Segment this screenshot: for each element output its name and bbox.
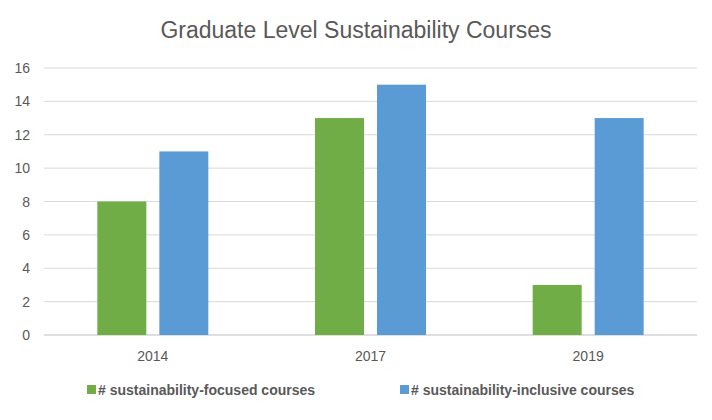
bar: [377, 85, 426, 335]
x-tick-label: 2017: [355, 348, 386, 364]
bar: [315, 118, 364, 335]
grid-line: [44, 68, 697, 69]
bar: [159, 151, 208, 335]
legend-label: # sustainability-focused courses: [98, 382, 315, 398]
y-tick-label: 2: [22, 294, 30, 310]
x-tick-label: 2019: [573, 348, 604, 364]
x-tick-label: 2014: [137, 348, 168, 364]
legend-swatch: [87, 385, 96, 394]
y-tick-label: 14: [14, 93, 30, 109]
chart-svg: Graduate Level Sustainability Courses 0 2 4…: [0, 0, 712, 420]
chart-title: Graduate Level Sustainability Courses: [160, 17, 551, 43]
grid-line: [44, 101, 697, 102]
y-tick-label: 8: [22, 194, 30, 210]
chart-container: Graduate Level Sustainability Courses 0 2 4…: [0, 0, 712, 420]
y-tick-label: 4: [22, 260, 30, 276]
bar: [595, 118, 644, 335]
y-tick-label: 10: [14, 160, 30, 176]
y-tick-label: 0: [22, 327, 30, 343]
legend-label: # sustainability-inclusive courses: [411, 382, 635, 398]
y-tick-label: 12: [14, 127, 30, 143]
bar: [533, 285, 582, 335]
y-tick-label: 6: [22, 227, 30, 243]
legend: # sustainability-focused courses # sustai…: [87, 382, 635, 398]
bar: [97, 202, 146, 336]
legend-swatch: [400, 385, 409, 394]
bars: [97, 85, 643, 335]
y-tick-label: 16: [14, 60, 30, 76]
